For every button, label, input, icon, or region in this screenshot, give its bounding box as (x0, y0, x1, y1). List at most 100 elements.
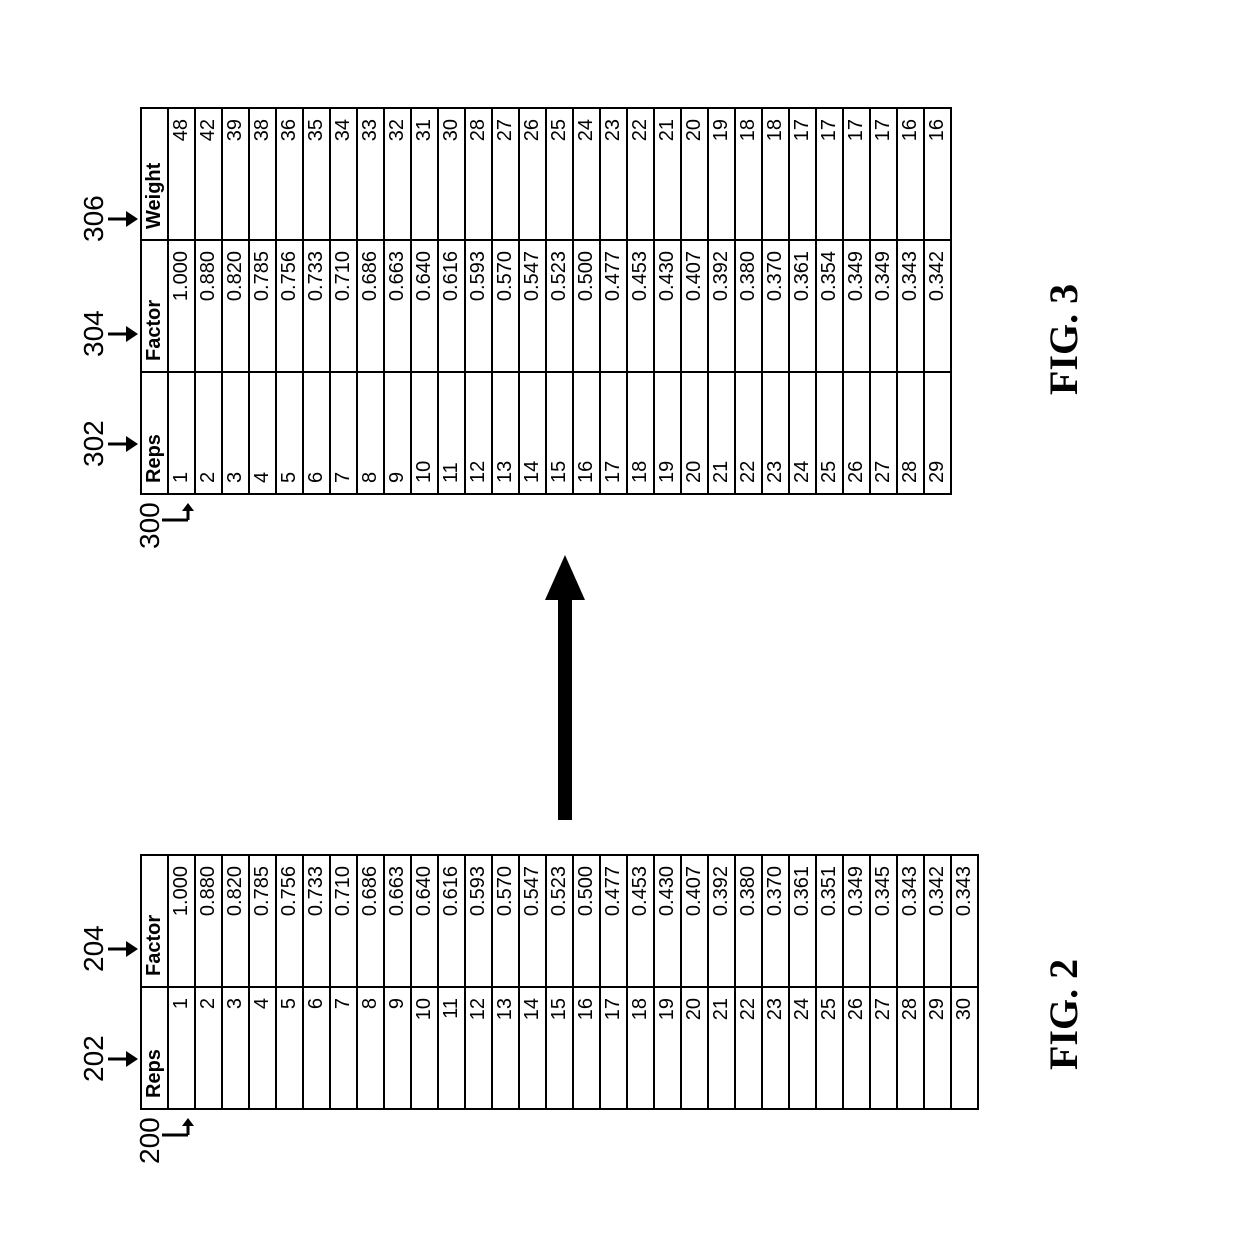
arrow-down-icon (108, 925, 138, 972)
table-cell: 19 (654, 987, 681, 1109)
table-cell: 14 (519, 987, 546, 1109)
table-cell: 0.785 (249, 240, 276, 372)
table-cell: 33 (357, 108, 384, 240)
table-cell: 0.663 (384, 240, 411, 372)
col-header-weight: Weight (141, 108, 168, 240)
table-cell: 0.500 (573, 855, 600, 987)
table-row: 130.570 (492, 855, 519, 1109)
table-row: 30.82039 (222, 108, 249, 494)
table-cell: 27 (870, 372, 897, 494)
table-cell: 26 (843, 987, 870, 1109)
table-cell: 0.453 (627, 855, 654, 987)
table-row: 270.345 (870, 855, 897, 1109)
callout-304: 304 (78, 310, 138, 357)
table-cell: 0.593 (465, 240, 492, 372)
table-cell: 0.880 (195, 240, 222, 372)
table-cell: 6 (303, 372, 330, 494)
table-row: 150.523 (546, 855, 573, 1109)
table-cell: 0.453 (627, 240, 654, 372)
table-cell: 0.407 (681, 855, 708, 987)
table-cell: 0.710 (330, 855, 357, 987)
table-row: 280.34316 (897, 108, 924, 494)
callout-label: 302 (78, 420, 110, 467)
table-row: 110.616 (438, 855, 465, 1109)
table-cell: 27 (870, 987, 897, 1109)
table-cell: 0.640 (411, 240, 438, 372)
table-cell: 14 (519, 372, 546, 494)
col-header-factor: Factor (141, 855, 168, 987)
table-cell: 0.349 (843, 240, 870, 372)
table-row: 260.349 (843, 855, 870, 1109)
table-cell: 0.349 (843, 855, 870, 987)
table-cell: 0.477 (600, 240, 627, 372)
table-cell: 17 (816, 108, 843, 240)
table-row: 290.34216 (924, 108, 951, 494)
table-cell: 17 (789, 108, 816, 240)
table-cell: 27 (492, 108, 519, 240)
table-row: 100.64031 (411, 108, 438, 494)
table-cell: 48 (168, 108, 195, 240)
table-cell: 19 (654, 372, 681, 494)
table-row: 190.43021 (654, 108, 681, 494)
callout-306: 306 (78, 195, 138, 242)
table-cell: 26 (843, 372, 870, 494)
table-cell: 19 (708, 108, 735, 240)
table-row: 300.343 (951, 855, 978, 1109)
table-cell: 16 (897, 108, 924, 240)
table-fig3: Reps Factor Weight 11.0004820.8804230.82… (140, 107, 952, 495)
table-row: 270.34917 (870, 108, 897, 494)
table-cell: 23 (762, 987, 789, 1109)
table-cell: 0.570 (492, 240, 519, 372)
arrow-down-icon (108, 310, 138, 357)
table-row: 170.47723 (600, 108, 627, 494)
table-row: 260.34917 (843, 108, 870, 494)
table-cell: 0.361 (789, 855, 816, 987)
table-cell: 18 (735, 108, 762, 240)
table-cell: 0.756 (276, 240, 303, 372)
table-cell: 32 (384, 108, 411, 240)
table-row: 70.710 (330, 855, 357, 1109)
table-cell: 0.349 (870, 240, 897, 372)
table-cell: 17 (870, 108, 897, 240)
callout-label: 306 (78, 195, 110, 242)
table-cell: 0.733 (303, 855, 330, 987)
hook-arrow-icon (160, 1118, 200, 1138)
table-row: 20.880 (195, 855, 222, 1109)
table-cell: 0.351 (816, 855, 843, 987)
table-cell: 24 (573, 108, 600, 240)
table-cell: 20 (681, 987, 708, 1109)
table-row: 250.351 (816, 855, 843, 1109)
table-cell: 3 (222, 987, 249, 1109)
table-row: 40.785 (249, 855, 276, 1109)
table-row: 180.45322 (627, 108, 654, 494)
table-cell: 4 (249, 987, 276, 1109)
col-header-factor: Factor (141, 240, 168, 372)
table-row: 190.430 (654, 855, 681, 1109)
table-cell: 12 (465, 372, 492, 494)
table-cell: 28 (897, 372, 924, 494)
arrow-down-icon (108, 1035, 138, 1082)
table-row: 200.40720 (681, 108, 708, 494)
table-row: 120.593 (465, 855, 492, 1109)
table-cell: 0.342 (924, 855, 951, 987)
table-row: 160.500 (573, 855, 600, 1109)
table-cell: 0.820 (222, 855, 249, 987)
table-cell: 30 (438, 108, 465, 240)
table-cell: 5 (276, 372, 303, 494)
table-row: 240.36117 (789, 108, 816, 494)
table-cell: 0.686 (357, 240, 384, 372)
table-row: 30.820 (222, 855, 249, 1109)
table-cell: 0.710 (330, 240, 357, 372)
table-row: 210.392 (708, 855, 735, 1109)
table-row: 130.57027 (492, 108, 519, 494)
table-row: 110.61630 (438, 108, 465, 494)
table-row: 40.78538 (249, 108, 276, 494)
table-cell: 13 (492, 987, 519, 1109)
table-cell: 11 (438, 987, 465, 1109)
table-row: 220.380 (735, 855, 762, 1109)
table-cell: 0.430 (654, 240, 681, 372)
table-cell: 36 (276, 108, 303, 240)
table-cell: 17 (600, 987, 627, 1109)
table-cell: 28 (897, 987, 924, 1109)
table-row: 140.54726 (519, 108, 546, 494)
